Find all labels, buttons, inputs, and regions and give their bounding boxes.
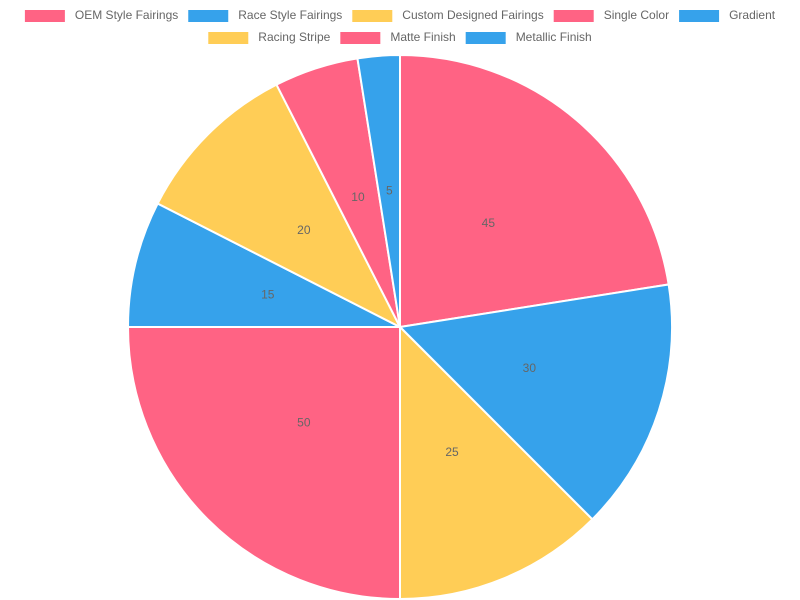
- legend-item: Matte Finish: [340, 30, 456, 44]
- legend-swatch: [679, 10, 720, 22]
- data-label: 10: [351, 190, 365, 204]
- pie-slice: [397, 283, 673, 521]
- legend-label: Custom Designed Fairings: [402, 8, 543, 22]
- legend-swatch: [24, 10, 65, 22]
- data-label: 25: [445, 445, 459, 459]
- legend-swatch: [352, 10, 393, 22]
- legend-label: Matte Finish: [390, 30, 455, 44]
- pie-slice: [126, 202, 401, 328]
- legend-item: Racing Stripe: [208, 30, 331, 44]
- legend-label: Gradient: [729, 8, 776, 22]
- pie-slice: [356, 53, 401, 328]
- legend-item: Race Style Fairings: [188, 8, 342, 22]
- legend-item: OEM Style Fairings: [24, 8, 178, 22]
- legend-swatch: [188, 10, 229, 22]
- pie-slice: [399, 324, 594, 600]
- legend-item: Single Color: [553, 8, 669, 22]
- legend-swatch: [553, 10, 594, 22]
- legend-swatch: [465, 32, 506, 44]
- legend-swatch: [208, 32, 249, 44]
- legend-item: Metallic Finish: [465, 30, 592, 44]
- legend-label: Single Color: [604, 8, 669, 22]
- data-label: 45: [482, 216, 496, 230]
- legend-label: Race Style Fairings: [238, 8, 342, 22]
- data-label: 30: [523, 361, 537, 375]
- pie-slice: [126, 326, 401, 600]
- legend-label: Racing Stripe: [258, 30, 330, 44]
- legend-label: Metallic Finish: [516, 30, 592, 44]
- data-label: 15: [261, 287, 275, 301]
- legend-label: OEM Style Fairings: [75, 8, 178, 22]
- legend-item: Custom Designed Fairings: [352, 8, 544, 22]
- pie-slice: [156, 83, 403, 330]
- data-label: 20: [297, 223, 311, 237]
- legend-swatch: [340, 32, 381, 44]
- legend-item: Gradient: [679, 8, 776, 22]
- data-label: 50: [297, 415, 311, 429]
- pie-slice: [399, 53, 670, 329]
- data-label: 5: [386, 184, 393, 198]
